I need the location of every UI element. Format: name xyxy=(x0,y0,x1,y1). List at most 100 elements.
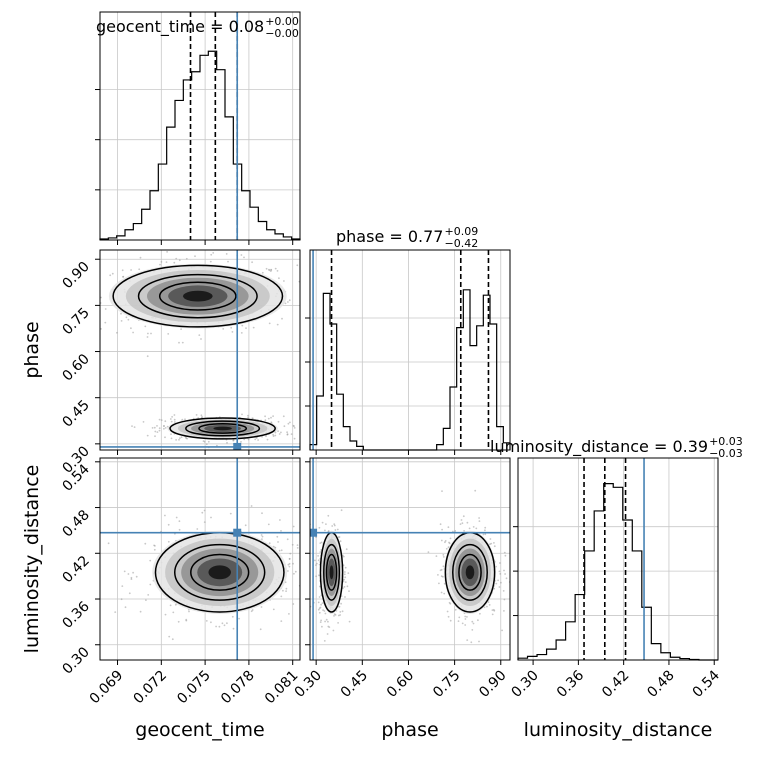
sample-point xyxy=(164,420,167,423)
sample-point xyxy=(98,308,100,310)
sample-point xyxy=(87,340,89,342)
histogram-geocent_time xyxy=(99,50,301,240)
sample-point xyxy=(296,547,299,549)
sample-point xyxy=(252,326,255,329)
sample-point xyxy=(122,275,125,278)
sample-point xyxy=(109,274,112,277)
sample-point xyxy=(173,418,176,421)
sample-point xyxy=(269,270,272,272)
sample-point xyxy=(333,615,335,617)
sample-point xyxy=(232,627,235,630)
sample-point xyxy=(270,421,273,424)
sample-point xyxy=(280,530,282,532)
sample-point xyxy=(268,268,270,271)
sample-point xyxy=(292,562,294,565)
sample-point xyxy=(489,538,492,540)
x-tick-label: 0.45 xyxy=(338,668,371,701)
sample-point xyxy=(321,602,324,604)
x-tick-label: 0.075 xyxy=(174,668,214,708)
title-upper-error: +0.03 xyxy=(709,435,743,448)
sample-point xyxy=(344,566,347,569)
sample-point xyxy=(254,438,257,441)
sample-point xyxy=(280,595,283,598)
sample-point xyxy=(288,299,291,302)
sample-point xyxy=(185,618,188,621)
sample-point xyxy=(348,590,350,592)
sample-point xyxy=(27,275,29,277)
sample-point xyxy=(196,528,199,530)
sample-point xyxy=(447,615,450,618)
sample-point xyxy=(272,415,274,417)
sample-point xyxy=(285,587,288,590)
sample-point xyxy=(441,490,443,492)
sample-point xyxy=(203,509,206,512)
sample-point xyxy=(482,533,485,536)
sample-point xyxy=(278,433,281,435)
sample-point xyxy=(278,277,280,280)
contour-line xyxy=(185,420,261,437)
sample-point xyxy=(338,536,341,538)
sample-point xyxy=(147,594,150,596)
density-level xyxy=(329,565,334,580)
contour-line xyxy=(169,417,276,440)
sample-point xyxy=(130,269,133,271)
sample-point xyxy=(164,427,167,429)
sample-point xyxy=(132,331,135,334)
sample-point xyxy=(184,418,186,421)
sample-point xyxy=(169,604,172,607)
sample-point xyxy=(210,253,213,256)
sample-point xyxy=(503,598,506,601)
sample-point xyxy=(132,571,135,574)
sample-point xyxy=(145,599,147,601)
sample-point xyxy=(317,555,319,557)
sample-point xyxy=(264,419,267,422)
sample-point xyxy=(493,542,495,544)
sample-point xyxy=(260,534,263,536)
sample-point xyxy=(344,576,347,579)
sample-point xyxy=(180,328,183,330)
sample-point xyxy=(178,528,181,531)
truth-marker xyxy=(233,442,242,450)
sample-point xyxy=(277,420,280,423)
sample-point xyxy=(466,521,469,524)
sample-point xyxy=(158,429,161,432)
sample-point xyxy=(124,606,127,609)
sample-point xyxy=(502,590,505,592)
sample-point xyxy=(261,271,264,274)
x-tick-label: 0.078 xyxy=(218,668,258,708)
sample-point xyxy=(185,257,188,260)
sample-point xyxy=(444,540,447,542)
sample-point xyxy=(259,628,262,631)
sample-point xyxy=(167,540,170,543)
x-tick-label: 0.60 xyxy=(384,668,417,701)
sample-point xyxy=(463,530,465,532)
panel-bg xyxy=(310,250,510,450)
sample-point xyxy=(144,542,147,545)
sample-point xyxy=(97,273,99,275)
sample-point xyxy=(265,267,268,270)
sample-point xyxy=(250,505,253,507)
sample-point xyxy=(165,261,168,263)
sample-point xyxy=(240,441,242,443)
sample-point xyxy=(296,264,299,267)
sample-point xyxy=(293,437,296,440)
sample-point xyxy=(68,311,70,313)
sample-point xyxy=(339,611,342,613)
sample-point xyxy=(427,551,430,553)
sample-point xyxy=(343,573,346,576)
sample-point xyxy=(484,529,486,532)
sample-point xyxy=(177,620,180,623)
sample-point xyxy=(293,427,296,429)
sample-point xyxy=(474,489,477,492)
sample-point xyxy=(472,622,475,625)
sample-point xyxy=(317,601,320,604)
sample-point xyxy=(58,277,60,279)
sample-point xyxy=(488,604,491,606)
sample-point xyxy=(439,523,442,526)
sample-point xyxy=(442,554,445,556)
sample-point xyxy=(447,526,450,529)
sample-point xyxy=(244,524,247,527)
sample-point xyxy=(343,578,345,581)
sample-point xyxy=(484,533,487,536)
